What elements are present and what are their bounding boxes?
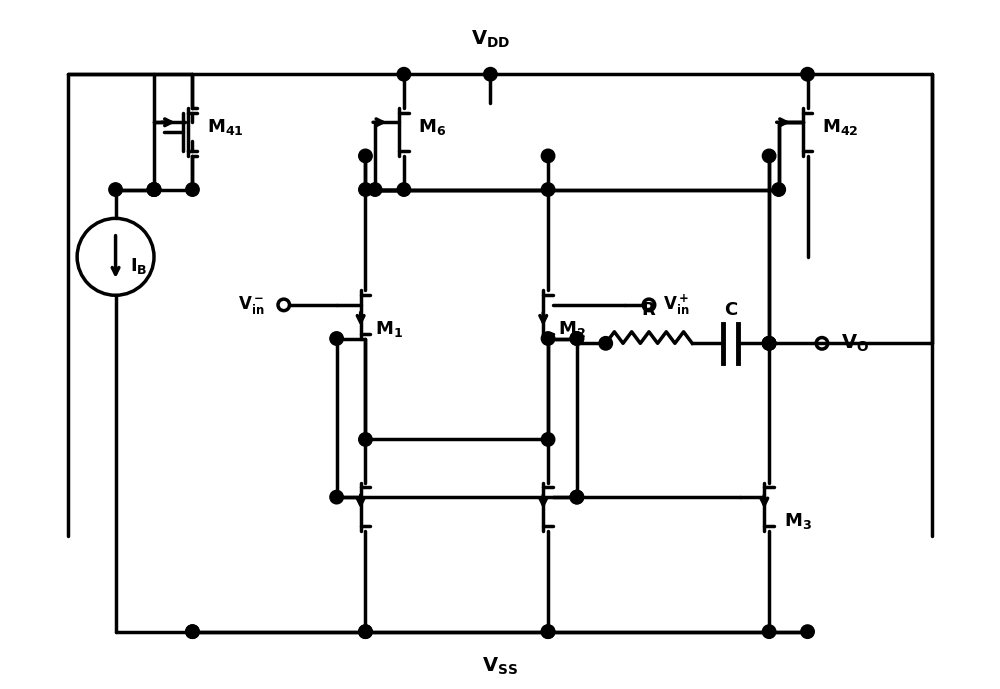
Text: $\mathbf{C}$: $\mathbf{C}$ — [724, 301, 738, 319]
Circle shape — [147, 183, 161, 196]
Circle shape — [278, 299, 290, 311]
Circle shape — [762, 337, 776, 350]
Circle shape — [762, 150, 776, 163]
Circle shape — [541, 150, 555, 163]
Circle shape — [397, 183, 411, 196]
Text: $\mathbf{V_{SS}}$: $\mathbf{V_{SS}}$ — [482, 656, 518, 677]
Circle shape — [541, 183, 555, 196]
Circle shape — [762, 337, 776, 350]
Circle shape — [541, 332, 555, 345]
Text: $\mathbf{R}$: $\mathbf{R}$ — [641, 301, 657, 319]
Circle shape — [570, 491, 584, 504]
Circle shape — [541, 625, 555, 639]
Circle shape — [330, 332, 343, 345]
Circle shape — [570, 332, 584, 345]
Text: $\mathbf{V_{in}^-}$: $\mathbf{V_{in}^-}$ — [238, 294, 265, 316]
Circle shape — [147, 183, 161, 196]
Text: $\mathbf{I_B}$: $\mathbf{I_B}$ — [130, 256, 148, 276]
Text: $\mathbf{V_{DD}}$: $\mathbf{V_{DD}}$ — [471, 29, 510, 50]
Text: $\mathbf{M_3}$: $\mathbf{M_3}$ — [784, 511, 811, 531]
Circle shape — [359, 433, 372, 446]
Circle shape — [359, 625, 372, 639]
Circle shape — [801, 68, 814, 81]
Text: $\mathbf{V_{in}^+}$: $\mathbf{V_{in}^+}$ — [663, 293, 690, 317]
Circle shape — [643, 299, 655, 311]
Circle shape — [484, 68, 497, 81]
Circle shape — [147, 183, 161, 196]
Circle shape — [359, 625, 372, 639]
Circle shape — [801, 625, 814, 639]
Circle shape — [186, 183, 199, 196]
Circle shape — [109, 183, 122, 196]
Circle shape — [541, 433, 555, 446]
Text: $\mathbf{M_6}$: $\mathbf{M_6}$ — [418, 117, 446, 137]
Circle shape — [359, 150, 372, 163]
Circle shape — [330, 491, 343, 504]
Circle shape — [397, 68, 411, 81]
Circle shape — [186, 625, 199, 639]
Circle shape — [570, 332, 584, 345]
Circle shape — [762, 337, 776, 350]
Circle shape — [368, 183, 382, 196]
Circle shape — [599, 337, 612, 350]
Text: $\mathbf{M_1}$: $\mathbf{M_1}$ — [375, 319, 403, 339]
Text: $\mathbf{V_O}$: $\mathbf{V_O}$ — [841, 333, 869, 354]
Circle shape — [762, 625, 776, 639]
Circle shape — [570, 491, 584, 504]
Text: $\mathbf{M_{41}}$: $\mathbf{M_{41}}$ — [207, 117, 244, 137]
Circle shape — [186, 625, 199, 639]
Circle shape — [816, 338, 828, 349]
Text: $\mathbf{M_{42}}$: $\mathbf{M_{42}}$ — [822, 117, 859, 137]
Circle shape — [359, 183, 372, 196]
Text: $\mathbf{M_2}$: $\mathbf{M_2}$ — [558, 319, 586, 339]
Circle shape — [772, 183, 785, 196]
Circle shape — [541, 625, 555, 639]
